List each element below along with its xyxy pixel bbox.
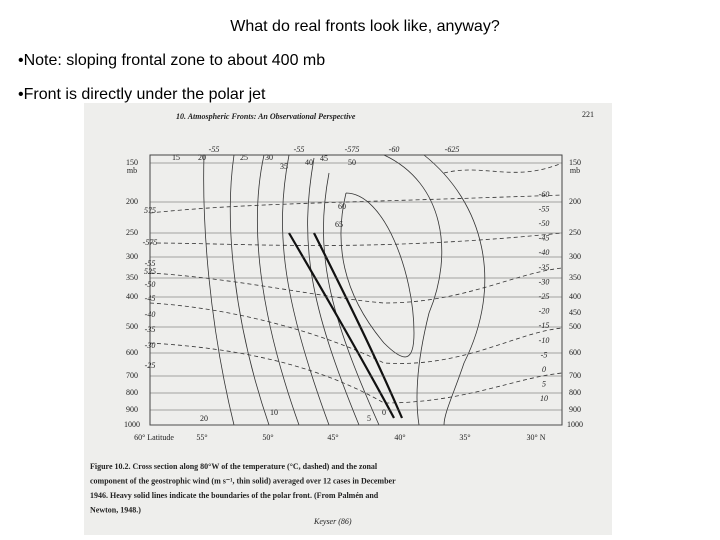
wind-label: 60 bbox=[338, 202, 346, 211]
pressure-label: 800 bbox=[569, 388, 581, 397]
temperature-label: -575 bbox=[345, 145, 360, 154]
temperature-label: -10 bbox=[539, 336, 550, 345]
temperature-label: -60 bbox=[389, 145, 400, 154]
temperature-label: -625 bbox=[445, 145, 460, 154]
temperature-label: 0 bbox=[542, 365, 546, 374]
pressure-label: 350 bbox=[126, 273, 138, 282]
latitude-label: 45° bbox=[327, 433, 338, 442]
pressure-label: mb bbox=[127, 166, 137, 175]
temperature-label: -45 bbox=[145, 294, 156, 303]
temperature-label: -55 bbox=[294, 145, 305, 154]
temperature-contours bbox=[149, 162, 563, 404]
pressure-label: 700 bbox=[569, 371, 581, 380]
temperature-label: 525 bbox=[144, 267, 156, 276]
pressure-label: 700 bbox=[126, 371, 138, 380]
pressure-label: 200 bbox=[126, 197, 138, 206]
wind-label: 20 bbox=[198, 153, 206, 162]
temperature-label: -25 bbox=[145, 361, 156, 370]
temperature-label: -35 bbox=[145, 325, 156, 334]
temperature-label: -35 bbox=[539, 263, 550, 272]
page-number: 221 bbox=[582, 110, 594, 119]
pressure-label: 350 bbox=[569, 273, 581, 282]
wind-label: 20 bbox=[200, 414, 208, 423]
wind-label: 40 bbox=[305, 158, 313, 167]
latitude-label: 30° N bbox=[527, 433, 546, 442]
temperature-label: -575 bbox=[143, 238, 158, 247]
temperature-label: -45 bbox=[539, 234, 550, 243]
temperature-label: -40 bbox=[145, 310, 156, 319]
temperature-label: -30 bbox=[539, 277, 550, 286]
pressure-label: 1000 bbox=[124, 420, 140, 429]
paper bbox=[84, 103, 612, 535]
temperature-label: -30 bbox=[145, 341, 156, 350]
pressure-label: 900 bbox=[126, 405, 138, 414]
handwritten-note: Keyser (86) bbox=[313, 517, 352, 526]
wind-label: 35 bbox=[280, 162, 288, 171]
temperature-label: 5 bbox=[542, 380, 546, 389]
temperature-label: 10 bbox=[540, 394, 548, 403]
pressure-lines bbox=[150, 162, 562, 426]
latitude-label: 50° bbox=[262, 433, 273, 442]
figure-header: 10. Atmospheric Fronts: An Observational… bbox=[176, 112, 356, 121]
caption-line: Figure 10.2. Cross section along 80°W of… bbox=[90, 462, 378, 471]
pressure-label: 200 bbox=[569, 197, 581, 206]
temperature-label: -60 bbox=[539, 190, 550, 199]
front-boundaries bbox=[288, 232, 404, 419]
wind-label: 65 bbox=[335, 220, 343, 229]
temperature-label: -20 bbox=[539, 307, 550, 316]
pressure-label: 300 bbox=[569, 252, 581, 261]
pressure-label: 600 bbox=[569, 348, 581, 357]
pressure-label: 250 bbox=[126, 228, 138, 237]
temperature-label: -5 bbox=[541, 350, 548, 359]
wind-label: 0 bbox=[382, 408, 386, 417]
wind-label: 45 bbox=[320, 154, 328, 163]
bullet: •Note: sloping frontal zone to about 400… bbox=[18, 52, 326, 69]
temperature-label: -55 bbox=[145, 259, 156, 268]
latitude-label: 35° bbox=[459, 433, 470, 442]
latitude-label: 60° Latitude bbox=[134, 433, 174, 442]
pressure-label: 1000 bbox=[567, 420, 583, 429]
wind-label: 10 bbox=[270, 408, 278, 417]
pressure-label: mb bbox=[570, 166, 580, 175]
pressure-label: 600 bbox=[126, 348, 138, 357]
temperature-label: -50 bbox=[539, 219, 550, 228]
slide-title: What do real fronts look like, anyway? bbox=[230, 18, 500, 35]
pressure-label: 400 bbox=[126, 292, 138, 301]
pressure-label: 900 bbox=[569, 405, 581, 414]
wind-label: 15 bbox=[172, 153, 180, 162]
temperature-label: -40 bbox=[539, 248, 550, 257]
wind-label: 30 bbox=[265, 153, 273, 162]
pressure-label: 150 bbox=[569, 158, 581, 167]
pressure-label: 400 bbox=[569, 292, 581, 301]
pressure-label: 300 bbox=[126, 252, 138, 261]
wind-label: 5 bbox=[367, 414, 371, 423]
wind-label: 50 bbox=[348, 158, 356, 167]
temperature-label: -55 bbox=[539, 204, 550, 213]
pressure-label: 800 bbox=[126, 388, 138, 397]
caption-line: Newton, 1948.) bbox=[90, 505, 141, 514]
pressure-label: 500 bbox=[569, 322, 581, 331]
caption-line: component of the geostrophic wind (m s⁻¹… bbox=[90, 476, 396, 485]
figure: 10. Atmospheric Fronts: An Observational… bbox=[84, 103, 612, 535]
latitude-label: 55° bbox=[196, 433, 207, 442]
wind-contours bbox=[203, 154, 486, 426]
temperature-label: -50 bbox=[145, 280, 156, 289]
pressure-label: 150 bbox=[126, 158, 138, 167]
temperature-label: -55 bbox=[209, 145, 220, 154]
temperature-label: 575 bbox=[144, 206, 156, 215]
wind-label: 25 bbox=[240, 153, 248, 162]
temperature-label: -25 bbox=[539, 292, 550, 301]
bullet: •Front is directly under the polar jet bbox=[18, 86, 266, 103]
caption-line: 1946. Heavy solid lines indicate the bou… bbox=[90, 491, 379, 500]
latitude-label: 40° bbox=[394, 433, 405, 442]
temperature-label: -15 bbox=[539, 321, 550, 330]
pressure-label: 450 bbox=[569, 308, 581, 317]
pressure-label: 250 bbox=[569, 228, 581, 237]
pressure-label: 500 bbox=[126, 322, 138, 331]
